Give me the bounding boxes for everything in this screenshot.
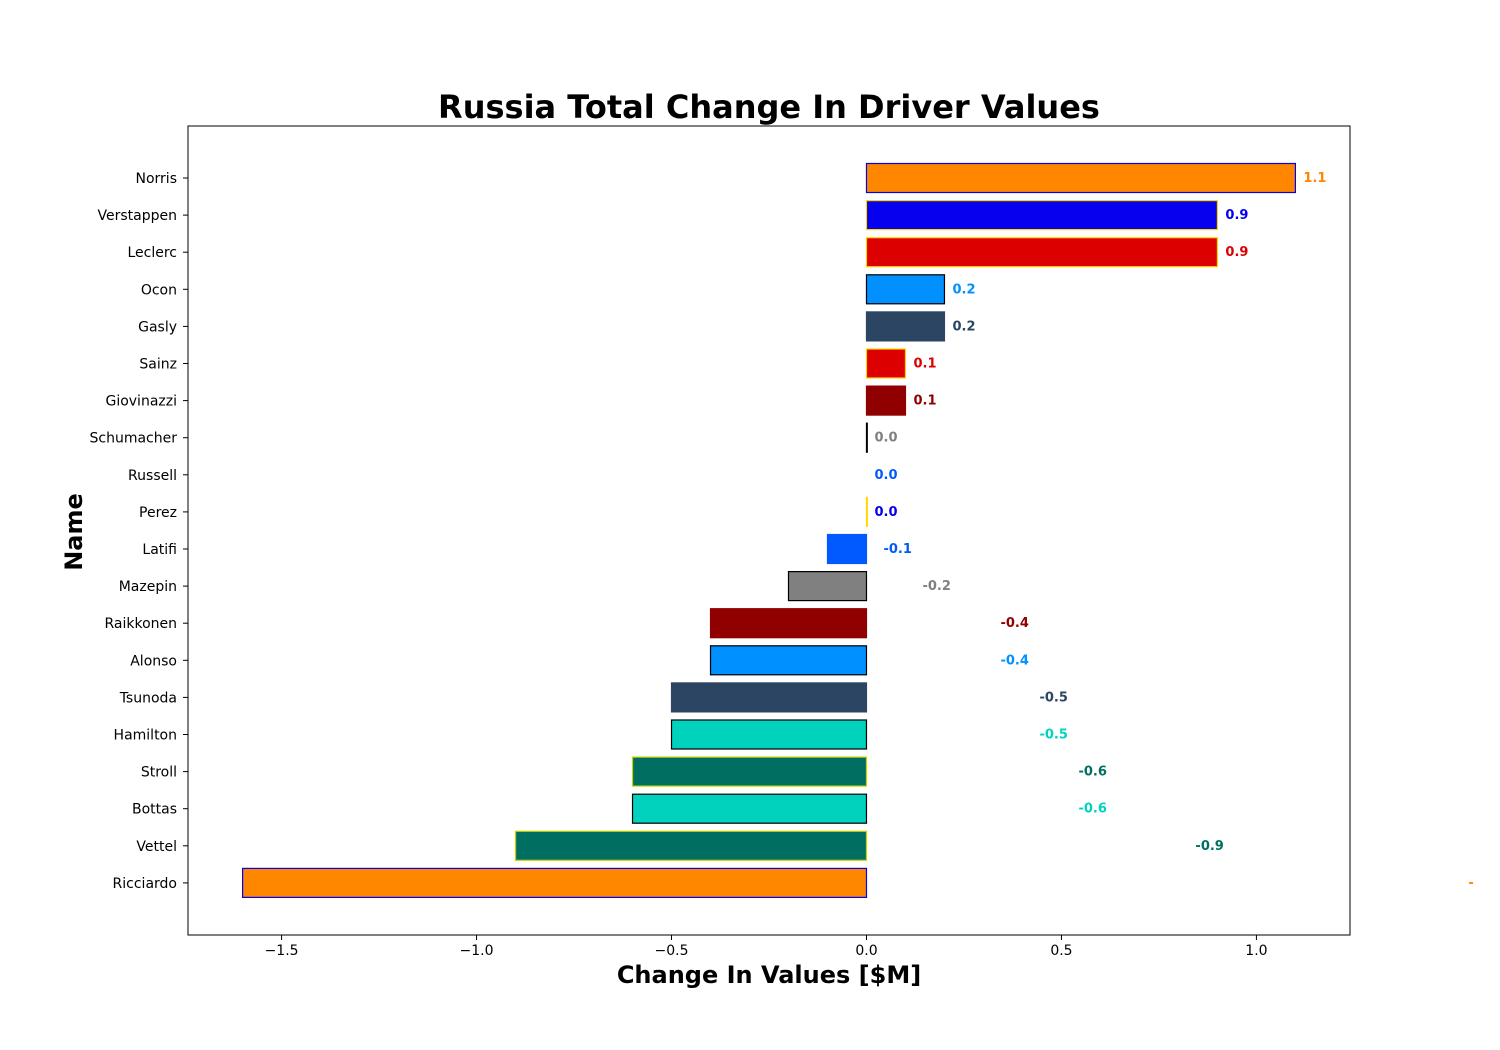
bar-leclerc xyxy=(865,237,1219,268)
y-tick-label-sainz: Sainz xyxy=(139,357,177,373)
data-label-verstappen: 0.9 xyxy=(1225,208,1248,223)
data-label-mazepin: -0.2 xyxy=(922,579,950,594)
y-tick-label-ocon: Ocon xyxy=(141,282,177,298)
bars xyxy=(241,162,1297,899)
bar-mazepin xyxy=(787,570,868,602)
bar-schumacher xyxy=(865,422,868,453)
bar-latifi xyxy=(826,533,868,565)
data-label-tsunoda: -0.5 xyxy=(1039,690,1067,705)
bar-alonso xyxy=(709,645,868,676)
y-tick-label-russell: Russell xyxy=(128,468,177,484)
y-tick-label-schumacher: Schumacher xyxy=(90,431,178,447)
y-tick-label-raikkonen: Raikkonen xyxy=(104,616,177,632)
y-tick-label-leclerc: Leclerc xyxy=(127,245,177,261)
y-tick-label-norris: Norris xyxy=(136,171,178,187)
data-label-vettel: -0.9 xyxy=(1195,839,1223,854)
y-tick-label-giovinazzi: Giovinazzi xyxy=(105,394,177,410)
bar-norris xyxy=(865,162,1297,194)
y-tick-label-mazepin: Mazepin xyxy=(119,579,177,595)
x-axis-label: Change In Values [$M] xyxy=(617,961,921,989)
data-label-schumacher: 0.0 xyxy=(874,431,897,446)
y-tick-label-alonso: Alonso xyxy=(130,653,177,669)
y-tick-label-latifi: Latifi xyxy=(142,542,177,558)
data-label-raikkonen: -0.4 xyxy=(1000,616,1028,631)
chart-title: Russia Total Change In Driver Values xyxy=(438,88,1100,126)
data-label-ricciardo: - xyxy=(1468,876,1473,891)
plot-area xyxy=(187,125,1351,936)
bar-perez xyxy=(865,496,868,527)
data-label-sainz: 0.1 xyxy=(913,357,936,372)
bar-verstappen xyxy=(865,200,1219,231)
data-label-ocon: 0.2 xyxy=(952,282,975,297)
y-tick-label-hamilton: Hamilton xyxy=(114,728,177,744)
bar-russell xyxy=(865,459,868,490)
data-label-gasly: 0.2 xyxy=(952,319,975,334)
data-label-alonso: -0.4 xyxy=(1000,653,1028,668)
bar-vettel xyxy=(514,830,868,861)
bar-gasly xyxy=(865,311,946,342)
x-tick-label: 0.0 xyxy=(855,943,877,959)
bar-giovinazzi xyxy=(865,385,907,416)
x-tick-label: 0.5 xyxy=(1050,943,1072,959)
y-tick-label-perez: Perez xyxy=(139,505,177,521)
y-tick-label-tsunoda: Tsunoda xyxy=(119,690,177,706)
y-tick-label-bottas: Bottas xyxy=(132,802,177,818)
y-axis-ticks: Norris Verstappen Leclerc Ocon Gasly Sainz Gio… xyxy=(90,171,188,892)
data-labels: 1.1 0.9 0.9 0.2 0.2 0.1 0.1 0.0 0.0 0.0 -0.1 -0.2 -0… xyxy=(874,171,1473,891)
y-tick-label-stroll: Stroll xyxy=(141,765,177,781)
y-axis-label: Name xyxy=(60,493,88,571)
data-label-hamilton: -0.5 xyxy=(1039,728,1067,743)
data-label-latifi: -0.1 xyxy=(883,542,911,557)
bar-sainz xyxy=(865,348,907,379)
data-label-perez: 0.0 xyxy=(874,505,897,520)
x-tick-label: −0.5 xyxy=(655,943,689,959)
y-tick-label-gasly: Gasly xyxy=(138,319,177,335)
data-label-norris: 1.1 xyxy=(1303,171,1326,186)
y-tick-label-verstappen: Verstappen xyxy=(98,208,177,224)
bar-tsunoda xyxy=(670,682,868,713)
bar-ocon xyxy=(865,274,946,305)
bar-ricciardo xyxy=(241,867,868,899)
y-tick-label-vettel: Vettel xyxy=(136,839,177,855)
x-tick-label: 1.0 xyxy=(1245,943,1267,959)
y-tick-label-ricciardo: Ricciardo xyxy=(113,876,177,892)
bar-bottas xyxy=(631,793,868,824)
data-label-giovinazzi: 0.1 xyxy=(913,394,936,409)
bar-hamilton xyxy=(670,719,868,750)
data-label-russell: 0.0 xyxy=(874,468,897,483)
bar-raikkonen xyxy=(709,608,868,639)
data-label-leclerc: 0.9 xyxy=(1225,245,1248,260)
data-label-bottas: -0.6 xyxy=(1078,802,1106,817)
x-tick-label: −1.5 xyxy=(265,943,299,959)
bar-stroll xyxy=(631,756,868,787)
data-label-stroll: -0.6 xyxy=(1078,765,1106,780)
x-tick-label: −1.0 xyxy=(460,943,494,959)
x-axis-ticks: −1.5 −1.0 −0.5 0.0 0.5 1.0 xyxy=(265,935,1268,959)
